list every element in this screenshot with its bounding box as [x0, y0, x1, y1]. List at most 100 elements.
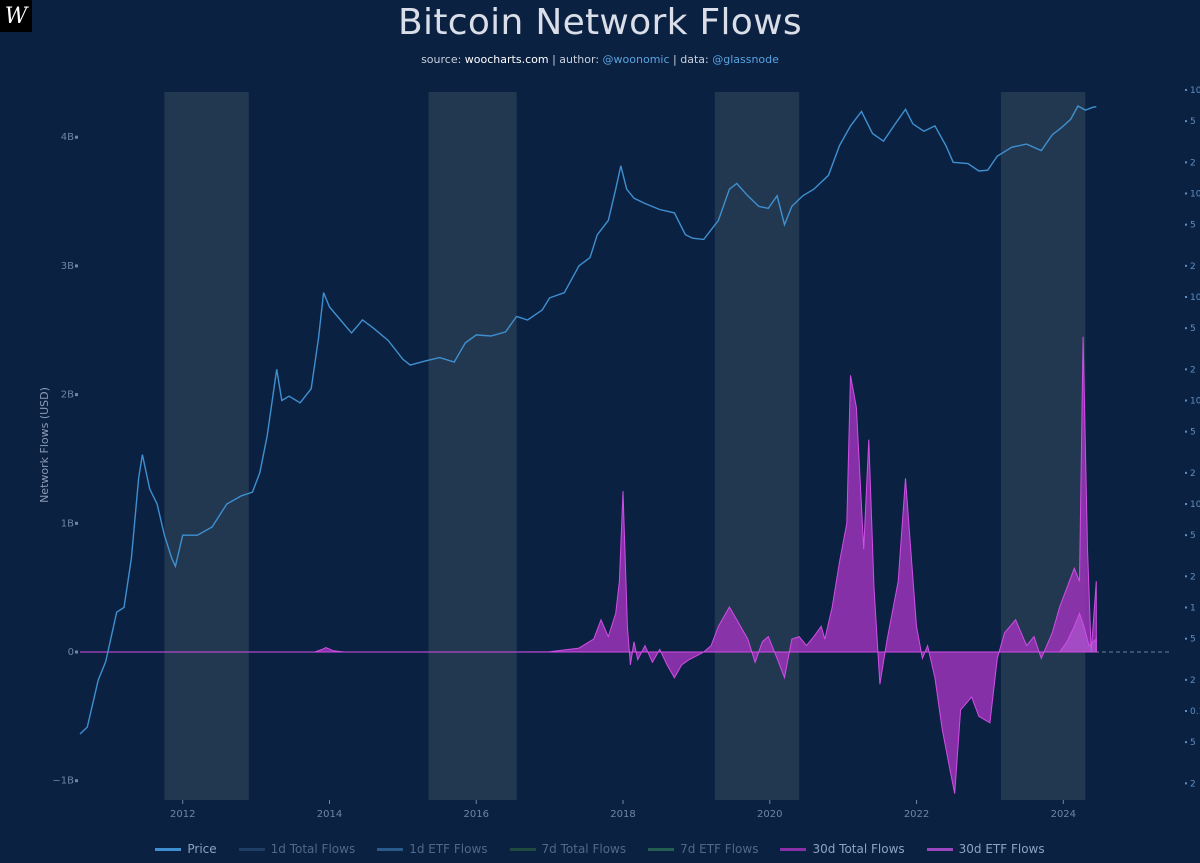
legend-swatch — [780, 847, 807, 851]
x-tick-label: 2016 — [464, 809, 489, 820]
legend-swatch — [155, 847, 182, 851]
legend-item-1d-etf-flows[interactable]: 1d ETF Flows — [377, 840, 488, 858]
y-right-tick-mark — [1185, 120, 1187, 123]
y-right-tick-label: 2 — [1190, 262, 1196, 272]
y-axis-label: Network Flows (USD) — [38, 387, 51, 503]
shaded-periods — [164, 92, 1086, 800]
author-link[interactable]: @woonomic — [602, 53, 670, 66]
y-left-tick-label: −1B — [52, 776, 74, 787]
y-left-tick-mark — [75, 521, 78, 525]
y-left-tick-mark — [75, 135, 78, 139]
shaded-period-1 — [428, 92, 517, 800]
y-right-tick-mark — [1185, 223, 1187, 226]
x-tick-label: 2012 — [170, 809, 195, 820]
y-right-tick-mark — [1185, 678, 1187, 681]
y-left-tick-label: 4B — [61, 132, 74, 143]
y-right-tick-label: 5 — [1190, 117, 1196, 127]
flows-areas — [80, 336, 1097, 794]
subtitle-source-label: source: — [421, 53, 465, 66]
y-right-tick-mark — [1185, 368, 1187, 371]
legend-item-7d-total-flows[interactable]: 7d Total Flows — [509, 840, 626, 858]
y-right-tick-label: 5 — [1190, 738, 1196, 748]
y-left-tick-mark — [75, 650, 78, 654]
y-right-tick-label: 5 — [1190, 221, 1196, 231]
series-30d-etf-flows — [1058, 611, 1097, 653]
shaded-period-3 — [1000, 92, 1086, 800]
legend-item-30d-etf-flows[interactable]: 30d ETF Flows — [926, 840, 1045, 858]
y-right-tick-mark — [1185, 710, 1187, 712]
series-price — [79, 105, 1097, 735]
y-right-tick-mark — [1185, 471, 1187, 474]
y-right-tick-label: 2 — [1190, 469, 1196, 479]
x-tick-label: 2024 — [1051, 809, 1076, 820]
price-line — [79, 105, 1097, 735]
legend-item-7d-etf-flows[interactable]: 7d ETF Flows — [648, 840, 758, 858]
y-right-tick-label: 2 — [1190, 572, 1196, 582]
x-tick-label: 2018 — [610, 809, 635, 820]
y-right-tick-mark — [1185, 741, 1187, 744]
y-left-tick-mark — [75, 779, 78, 783]
data-source-link[interactable]: @glassnode — [712, 53, 779, 66]
y-right-tick-mark — [1185, 606, 1187, 609]
y-left-tick-mark — [75, 264, 78, 268]
legend-item-price[interactable]: Price — [155, 840, 217, 858]
y-right-tick-label: 5 — [1190, 531, 1196, 541]
y-right-tick-label: 5 — [1190, 635, 1196, 645]
y-right-tick-mark — [1185, 575, 1187, 578]
subtitle-author-label: | author: — [548, 53, 603, 66]
left-axis: 4B 3B 2B 1B 0 −1B — [52, 132, 78, 787]
subtitle-data-label: | data: — [669, 53, 713, 66]
y-right-tick-mark — [1185, 296, 1187, 298]
y-left-tick-label: 3B — [61, 261, 74, 272]
y-left-tick-label: 0 — [68, 647, 74, 658]
woocharts-logo[interactable]: W — [0, 0, 32, 32]
y-right-tick-label: 2 — [1190, 158, 1196, 168]
legend-swatch — [648, 847, 675, 851]
y-right-tick-mark — [1185, 192, 1187, 195]
x-tick-label: 2022 — [904, 809, 929, 820]
y-right-tick-label: 2 — [1190, 676, 1196, 686]
y-right-tick-label: 1000 — [1190, 293, 1200, 303]
chart-legend: Price 1d Total Flows 1d ETF Flows 7d Total … — [0, 840, 1200, 858]
x-tick-label: 2020 — [757, 809, 782, 820]
y-right-tick-label: 100k — [1190, 86, 1200, 96]
shaded-period-0 — [164, 92, 249, 800]
legend-item-30d-total-flows[interactable]: 30d Total Flows — [780, 840, 905, 858]
legend-label: Price — [187, 842, 217, 856]
y-right-tick-label: 5 — [1190, 324, 1196, 334]
legend-swatch — [926, 847, 953, 851]
y-left-tick-mark — [75, 393, 78, 397]
shaded-period-2 — [714, 92, 800, 800]
y-right-tick-mark — [1185, 327, 1187, 330]
right-axis: 100k 5 2 10k 5 2 1000 5 2 100 5 2 10 5 2 1 5 2 0.1 5 2 — [1185, 86, 1200, 789]
y-right-tick-mark — [1185, 399, 1187, 402]
y-right-tick-label: 0.1 — [1190, 707, 1200, 717]
y-right-tick-label: 2 — [1190, 779, 1196, 789]
x-tick-label: 2014 — [317, 809, 342, 820]
y-right-tick-mark — [1185, 534, 1187, 537]
chart-subtitle: source: woocharts.com | author: @woonomi… — [0, 53, 1200, 66]
y-right-tick-mark — [1185, 430, 1187, 433]
y-right-tick-mark — [1185, 637, 1187, 640]
legend-label: 1d Total Flows — [270, 842, 356, 856]
legend-swatch — [238, 847, 265, 851]
legend-swatch — [509, 847, 536, 851]
y-right-tick-mark — [1185, 264, 1187, 267]
y-right-tick-label: 2 — [1190, 365, 1196, 375]
y-right-tick-label: 5 — [1190, 428, 1196, 438]
y-right-tick-label: 10k — [1190, 190, 1200, 200]
x-axis: 2012 2014 2016 2018 2020 2022 2024 — [170, 800, 1076, 820]
legend-label: 30d Total Flows — [812, 842, 905, 856]
series-30d-total-flows — [80, 336, 1097, 794]
y-left-tick-label: 1B — [61, 518, 74, 529]
source-link[interactable]: woocharts.com — [464, 53, 549, 66]
y-right-tick-label: 10 — [1190, 500, 1200, 510]
y-right-tick-label: 1 — [1190, 604, 1196, 614]
y-right-tick-mark — [1185, 89, 1187, 91]
y-right-tick-mark — [1185, 782, 1187, 785]
y-right-tick-label: 100 — [1190, 397, 1200, 407]
legend-item-1d-total-flows[interactable]: 1d Total Flows — [238, 840, 356, 858]
chart-title: Bitcoin Network Flows — [398, 2, 802, 43]
y-left-tick-label: 2B — [61, 390, 74, 401]
